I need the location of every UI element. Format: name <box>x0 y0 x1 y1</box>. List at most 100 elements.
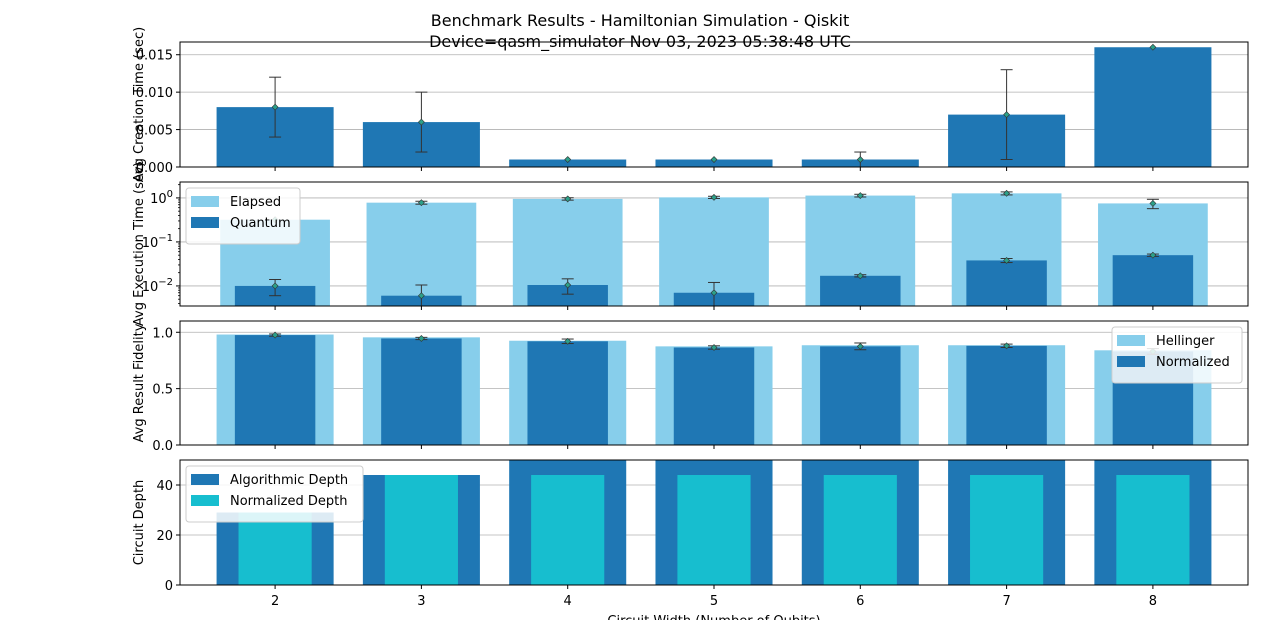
y-axis-label: Avg Execution Time (sec) <box>132 162 147 326</box>
y-axis-label: Avg Creation Time (sec) <box>132 27 147 182</box>
bars-depth <box>216 460 1212 585</box>
legend-label: Normalized Depth <box>230 494 347 509</box>
bar-execution-quantum <box>1112 255 1194 306</box>
legend-swatch <box>191 196 219 207</box>
legend-box <box>185 465 364 523</box>
y-tick-label: 100 <box>150 189 173 207</box>
bar-fidelity-normalized <box>234 335 316 445</box>
data-point-marker <box>856 192 864 200</box>
data-point-marker <box>1003 342 1011 350</box>
legend-label: Hellinger <box>1156 334 1215 349</box>
y-tick-label: 0 <box>165 579 173 594</box>
data-point-marker <box>417 292 425 300</box>
bar-creation-s0 <box>1094 47 1212 167</box>
y-tick-exponent: −1 <box>158 233 173 244</box>
y-tick-exponent: 0 <box>167 189 173 200</box>
bars-fidelity <box>216 334 1212 445</box>
data-point-marker <box>1149 43 1157 51</box>
bar-fidelity-normalized <box>381 338 462 445</box>
legend-swatch <box>1117 335 1145 346</box>
legend-execution: Elapsed Quantum <box>185 187 301 245</box>
data-point-marker <box>856 156 864 163</box>
bar-depth-normalized-depth <box>238 512 312 585</box>
data-point-marker <box>856 342 864 350</box>
data-point-marker <box>271 282 279 290</box>
data-point-marker <box>1149 199 1157 207</box>
x-tick-label: 3 <box>417 594 425 609</box>
panel-fidelity: 0.0 0.5 1.0 Avg Result Fidelity Hellinger Nor… <box>132 320 1249 454</box>
x-axis-label: Circuit Width (Number of Qubits) <box>607 614 820 620</box>
y-tick-label: 0.015 <box>136 49 173 64</box>
y-tick-label: 40 <box>156 479 173 494</box>
data-point-marker <box>710 193 718 201</box>
data-point-marker <box>1003 111 1011 119</box>
legend-label: Elapsed <box>230 195 281 210</box>
data-point-marker <box>271 331 279 339</box>
data-point-marker <box>1003 189 1011 197</box>
bar-execution-quantum <box>966 260 1047 306</box>
bar-creation-s0 <box>655 159 773 167</box>
bar-execution-quantum <box>527 285 608 306</box>
legend-label: Algorithmic Depth <box>230 473 348 488</box>
data-point-marker <box>564 337 572 345</box>
y-tick-base: 10 <box>150 192 167 207</box>
data-point-marker <box>710 156 718 163</box>
legend-swatch <box>191 474 219 485</box>
bar-depth-normalized-depth <box>531 475 605 585</box>
x-tick-label: 4 <box>564 594 572 609</box>
bar-fidelity-normalized <box>966 345 1047 445</box>
x-tick-label: 5 <box>710 594 718 609</box>
data-point-marker <box>417 199 425 207</box>
y-tick-label: 1.0 <box>152 326 173 341</box>
y-tick-label: 0.000 <box>136 161 173 176</box>
chart-title: Benchmark Results - Hamiltonian Simulati… <box>431 11 849 30</box>
y-tick-label: 10−2 <box>142 277 173 295</box>
legend-label: Normalized <box>1156 355 1230 370</box>
legend-depth: Algorithmic Depth Normalized Depth <box>185 465 364 523</box>
y-tick-label: 0.5 <box>152 383 173 398</box>
data-point-marker <box>710 289 718 297</box>
bar-depth-normalized-depth <box>1116 475 1190 585</box>
x-tick-label: 6 <box>856 594 864 609</box>
y-tick-base: 10 <box>142 236 159 251</box>
x-tick-label: 2 <box>271 594 279 609</box>
bar-fidelity-normalized <box>673 347 755 445</box>
data-point-marker <box>417 118 425 126</box>
bar-creation-s0 <box>509 159 627 167</box>
data-point-marker <box>564 195 572 203</box>
y-tick-exponent: −2 <box>158 277 173 288</box>
data-point-marker <box>1149 251 1157 259</box>
bar-depth-normalized-depth <box>823 475 897 585</box>
y-tick-label: 10−1 <box>142 233 173 251</box>
data-point-marker <box>856 272 864 280</box>
y-tick-label: 0.0 <box>152 439 173 454</box>
y-tick-label: 0.005 <box>136 124 173 139</box>
y-axis-label: Circuit Depth <box>132 480 147 566</box>
bar-fidelity-normalized <box>820 346 901 445</box>
data-point-marker <box>710 344 718 351</box>
bar-depth-normalized-depth <box>384 475 458 585</box>
y-tick-label: 20 <box>156 529 173 544</box>
legend-swatch <box>191 217 219 228</box>
y-axis-label: Avg Result Fidelity <box>132 323 147 442</box>
data-point-marker <box>564 281 572 289</box>
legend-swatch <box>191 495 219 506</box>
panel-depth: 0 20 40 2 3 4 5 6 7 8 Circuit Depth Circuit Width (… <box>132 459 1249 620</box>
y-tick-base: 10 <box>142 280 159 295</box>
data-point-marker <box>271 103 279 111</box>
bar-depth-normalized-depth <box>677 475 751 585</box>
bar-execution-quantum <box>820 275 901 306</box>
bar-depth-normalized-depth <box>970 475 1044 585</box>
bar-fidelity-normalized <box>527 341 608 445</box>
data-point-marker <box>564 156 572 163</box>
y-tick-label: 0.010 <box>136 86 173 101</box>
legend-label: Quantum <box>230 216 291 231</box>
legend-swatch <box>1117 356 1145 367</box>
x-tick-label: 8 <box>1149 594 1157 609</box>
data-point-marker <box>1003 256 1011 264</box>
data-point-marker <box>417 335 425 342</box>
